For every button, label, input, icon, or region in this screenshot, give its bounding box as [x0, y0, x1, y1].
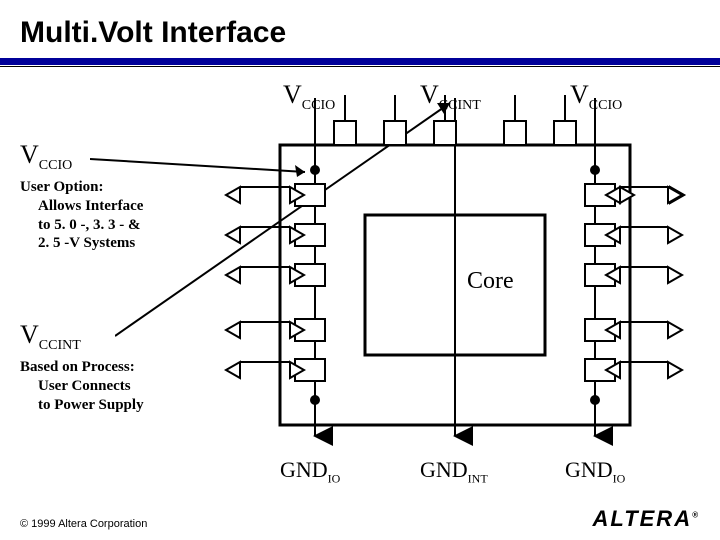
io-left	[226, 184, 325, 381]
io-right	[585, 184, 684, 381]
title-thin-rule	[0, 66, 720, 67]
desc-vccint-l3: to Power Supply	[20, 396, 144, 415]
label-gndio-left: GNDIO	[280, 457, 340, 486]
altera-logo: ALTERA®	[593, 506, 701, 532]
copyright: © 1999 Altera Corporation	[20, 518, 147, 530]
desc-vccint: Based on Process: User Connects to Power…	[20, 358, 144, 414]
desc-vccint-l2: User Connects	[20, 377, 144, 396]
page-title: Multi.Volt Interface	[20, 16, 286, 50]
block-diagram	[200, 80, 710, 460]
label-vccint-side: VCCINT	[20, 320, 81, 354]
label-vccio-side: VCCIO	[20, 140, 72, 174]
title-rule	[0, 58, 720, 65]
desc-vccint-l1: Based on Process:	[20, 358, 144, 377]
label-gndint: GNDINT	[420, 457, 488, 486]
label-gndio-right: GNDIO	[565, 457, 625, 486]
